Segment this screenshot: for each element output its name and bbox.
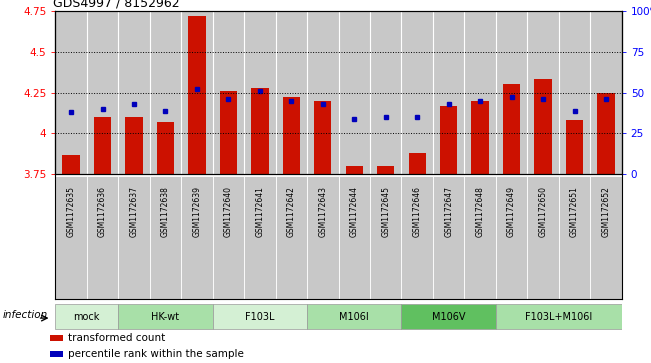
Text: GSM1172652: GSM1172652 [602,186,611,237]
Bar [346,166,363,174]
Text: GSM1172644: GSM1172644 [350,186,359,237]
Bar [213,11,244,174]
Bar [566,120,583,174]
Bar [307,305,402,329]
Bar [283,98,300,174]
Bar [527,11,559,174]
Bar [118,305,213,329]
Text: M106I: M106I [339,312,369,322]
Bar [402,176,433,299]
Text: GSM1172648: GSM1172648 [476,186,484,237]
Bar [55,176,87,299]
Text: GSM1172635: GSM1172635 [66,186,76,237]
Bar [464,176,496,299]
Bar [49,335,63,341]
Bar [590,11,622,174]
Bar [471,101,489,174]
Bar [118,176,150,299]
Bar [590,176,622,299]
Text: GDS4997 / 8152962: GDS4997 / 8152962 [53,0,179,10]
Bar [157,122,174,174]
Text: F103L: F103L [245,312,275,322]
Bar [55,11,87,174]
Bar [464,11,496,174]
Bar [559,11,590,174]
Bar [244,11,275,174]
Text: GSM1172647: GSM1172647 [444,186,453,237]
Bar [503,85,520,174]
Bar [339,11,370,174]
Bar [118,11,150,174]
Bar [49,351,63,357]
Bar [433,176,464,299]
Text: GSM1172649: GSM1172649 [507,186,516,237]
Bar [181,176,213,299]
Bar [87,11,118,174]
Bar [409,153,426,174]
Text: GSM1172646: GSM1172646 [413,186,422,237]
Bar [370,176,402,299]
Text: GSM1172651: GSM1172651 [570,186,579,237]
Text: transformed count: transformed count [68,334,165,343]
Bar [440,106,457,174]
Bar [126,117,143,174]
Bar [213,305,307,329]
Text: GSM1172650: GSM1172650 [538,186,547,237]
Text: HK-wt: HK-wt [152,312,180,322]
Text: F103L+M106I: F103L+M106I [525,312,592,322]
Bar [307,176,339,299]
Bar [402,11,433,174]
Bar [55,305,118,329]
Text: M106V: M106V [432,312,465,322]
Bar [150,11,181,174]
Bar [251,87,268,174]
Bar [244,176,275,299]
Bar [377,166,395,174]
Text: infection: infection [3,310,48,321]
Text: GSM1172639: GSM1172639 [193,186,201,237]
Bar [496,176,527,299]
Text: GSM1172637: GSM1172637 [130,186,139,237]
Bar [496,305,622,329]
Bar [370,11,402,174]
Bar [527,176,559,299]
Text: GSM1172645: GSM1172645 [381,186,390,237]
Bar [433,11,464,174]
Text: percentile rank within the sample: percentile rank within the sample [68,349,244,359]
Text: GSM1172643: GSM1172643 [318,186,327,237]
Bar [220,91,237,174]
Bar [559,176,590,299]
Bar [150,176,181,299]
Text: GSM1172638: GSM1172638 [161,186,170,237]
Bar [496,11,527,174]
Bar [213,176,244,299]
Text: GSM1172642: GSM1172642 [287,186,296,237]
Bar [339,176,370,299]
Bar [307,11,339,174]
Bar [534,79,551,174]
Text: mock: mock [74,312,100,322]
Bar [402,305,496,329]
Bar [314,101,331,174]
Bar [598,93,615,174]
Text: GSM1172636: GSM1172636 [98,186,107,237]
Bar [94,117,111,174]
Bar [275,11,307,174]
Text: GSM1172641: GSM1172641 [255,186,264,237]
Bar [62,155,79,174]
Bar [188,16,206,174]
Bar [87,176,118,299]
Bar [181,11,213,174]
Bar [275,176,307,299]
Text: GSM1172640: GSM1172640 [224,186,233,237]
